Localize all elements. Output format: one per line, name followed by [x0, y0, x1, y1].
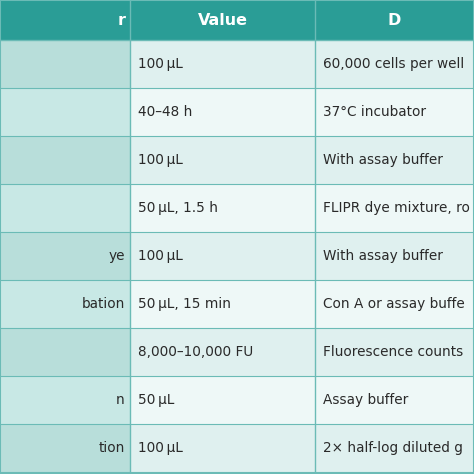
Text: 50 μL, 1.5 h: 50 μL, 1.5 h — [138, 201, 218, 215]
Bar — [0, 280, 130, 328]
Bar — [130, 184, 315, 232]
Text: Value: Value — [198, 12, 247, 27]
Text: 100 μL: 100 μL — [138, 57, 183, 71]
Text: 2× half-log diluted g: 2× half-log diluted g — [323, 441, 463, 455]
Bar — [130, 376, 315, 424]
Bar — [0, 376, 130, 424]
Text: 40–48 h: 40–48 h — [138, 105, 192, 119]
Text: n: n — [116, 393, 125, 407]
Text: bation: bation — [82, 297, 125, 311]
Bar — [130, 424, 315, 472]
Text: 37°C incubator: 37°C incubator — [323, 105, 426, 119]
Bar — [315, 280, 474, 328]
Text: FLIPR dye mixture, ro: FLIPR dye mixture, ro — [323, 201, 470, 215]
Bar — [0, 88, 130, 136]
Bar — [0, 40, 130, 88]
Bar — [315, 376, 474, 424]
Bar — [315, 424, 474, 472]
Bar — [315, 184, 474, 232]
Text: With assay buffer: With assay buffer — [323, 153, 443, 167]
Text: 8,000–10,000 FU: 8,000–10,000 FU — [138, 345, 253, 359]
Bar — [315, 0, 474, 40]
Bar — [130, 0, 315, 40]
Text: ye: ye — [109, 249, 125, 263]
Text: tion: tion — [99, 441, 125, 455]
Text: Con A or assay buffe: Con A or assay buffe — [323, 297, 465, 311]
Bar — [0, 184, 130, 232]
Text: 100 μL: 100 μL — [138, 249, 183, 263]
Text: Fluorescence counts: Fluorescence counts — [323, 345, 463, 359]
Text: 50 μL: 50 μL — [138, 393, 174, 407]
Bar — [130, 136, 315, 184]
Bar — [130, 328, 315, 376]
Text: Assay buffer: Assay buffer — [323, 393, 408, 407]
Text: r: r — [118, 12, 126, 27]
Bar — [130, 88, 315, 136]
Bar — [315, 232, 474, 280]
Text: 100 μL: 100 μL — [138, 153, 183, 167]
Bar — [315, 88, 474, 136]
Text: With assay buffer: With assay buffer — [323, 249, 443, 263]
Bar — [0, 232, 130, 280]
Bar — [0, 328, 130, 376]
Bar — [315, 40, 474, 88]
Text: 50 μL, 15 min: 50 μL, 15 min — [138, 297, 231, 311]
Bar — [0, 424, 130, 472]
Bar — [0, 136, 130, 184]
Bar — [315, 136, 474, 184]
Text: D: D — [388, 12, 401, 27]
Bar — [315, 328, 474, 376]
Bar — [130, 40, 315, 88]
Bar — [0, 0, 130, 40]
Bar — [130, 232, 315, 280]
Bar — [130, 280, 315, 328]
Text: 100 μL: 100 μL — [138, 441, 183, 455]
Text: 60,000 cells per well: 60,000 cells per well — [323, 57, 464, 71]
